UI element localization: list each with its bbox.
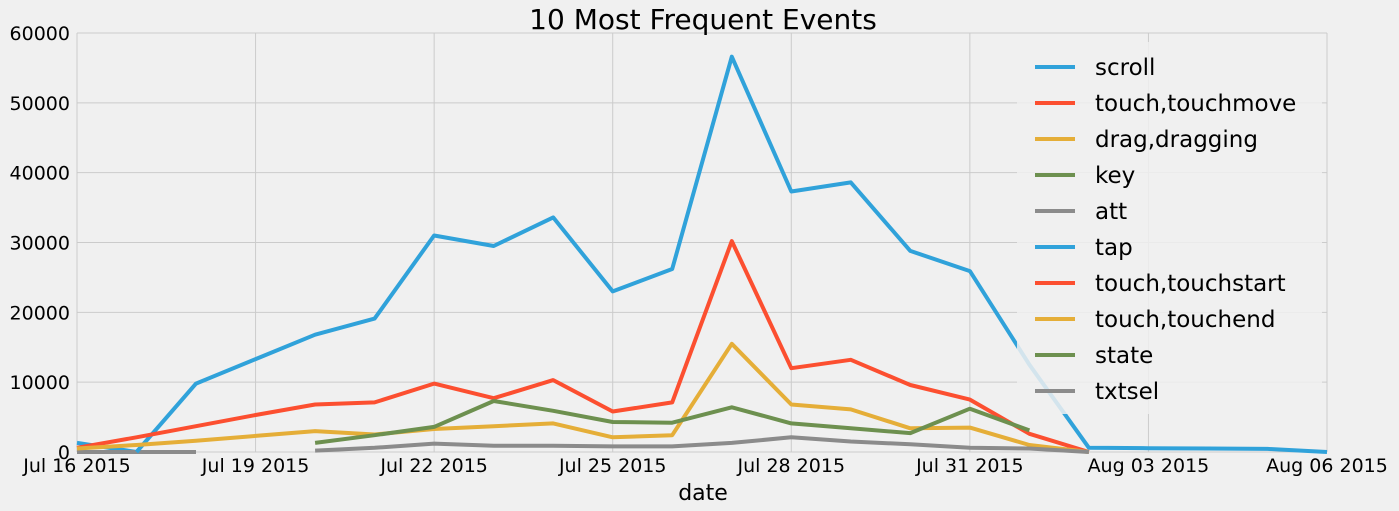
x-axis-tick-labels: Jul 16 2015 Jul 19 2015 Jul 22 2015 Jul 25 …: [22, 455, 1388, 477]
y-tick-label: 40000: [10, 163, 70, 185]
y-axis-tick-labels: 0 10000 20000 30000 40000 50000 60000: [10, 23, 70, 464]
x-axis-title: date: [678, 481, 728, 506]
y-tick-label: 0: [58, 442, 70, 464]
legend-label: tap: [1095, 235, 1133, 261]
x-tick-label: Aug 06 2015: [1266, 455, 1388, 477]
y-tick-label: 20000: [10, 302, 70, 324]
legend-label: key: [1095, 163, 1135, 189]
legend-label: att: [1095, 199, 1127, 225]
y-tick-label: 10000: [10, 372, 70, 394]
grid: [76, 32, 1328, 453]
series-line-touch-touchstart: [76, 239, 1090, 454]
x-tick-label: Jul 31 2015: [915, 455, 1024, 477]
x-tick-label: Jul 22 2015: [379, 455, 488, 477]
y-tick-label: 60000: [10, 23, 70, 45]
series-line-tap: [134, 54, 1328, 454]
series-line-txtsel: [315, 435, 1090, 454]
legend: scroll touch,touchmove drag,dragging key att…: [1017, 42, 1322, 414]
chart-title: 10 Most Frequent Events: [529, 3, 877, 36]
legend-label: touch,touchstart: [1095, 271, 1286, 297]
x-tick-label: Jul 28 2015: [737, 455, 846, 477]
legend-label: scroll: [1095, 55, 1155, 81]
y-tick-label: 50000: [10, 93, 70, 115]
legend-label: touch,touchmove: [1095, 91, 1296, 117]
x-tick-label: Aug 03 2015: [1088, 455, 1210, 477]
series-line-state: [314, 399, 1031, 445]
legend-label: drag,dragging: [1095, 127, 1258, 153]
x-tick-label: Jul 25 2015: [558, 455, 667, 477]
y-tick-label: 30000: [10, 233, 70, 255]
legend-label: txtsel: [1095, 379, 1159, 405]
series-lines: [76, 54, 1328, 454]
x-tick-label: Jul 16 2015: [22, 455, 131, 477]
x-tick-label: Jul 19 2015: [201, 455, 310, 477]
legend-label: touch,touchend: [1095, 307, 1275, 333]
legend-label: state: [1095, 343, 1153, 369]
